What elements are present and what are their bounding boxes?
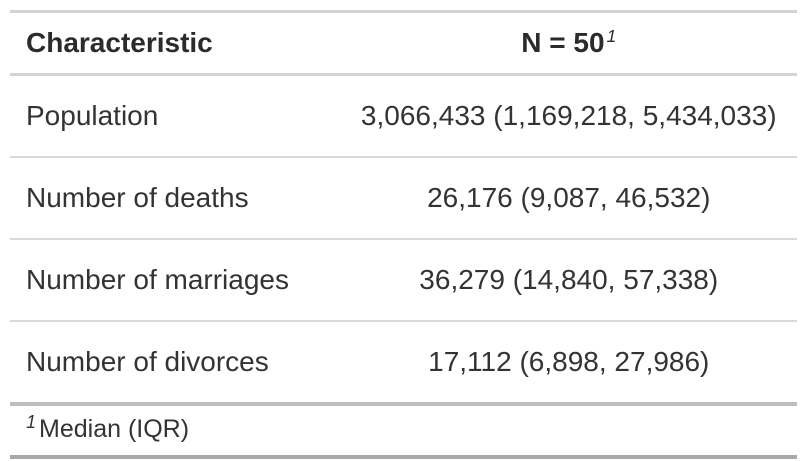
- table-row: Number of divorces 17,112 (6,898, 27,986…: [10, 320, 797, 405]
- header-footnote-mark: 1: [606, 25, 617, 46]
- stat-cell: 17,112 (6,898, 27,986): [340, 320, 797, 405]
- footnote-row: 1 Median (IQR): [10, 402, 797, 458]
- stat-cell: 26,176 (9,087, 46,532): [340, 156, 797, 240]
- stat-cell: 3,066,433 (1,169,218, 5,434,033): [360, 100, 777, 132]
- summary-statistics-table: Characteristic N = 50 1 Population 3,066,…: [10, 10, 797, 460]
- column-header-n-label: N = 50: [521, 27, 605, 58]
- table-footer: 1 Median (IQR): [10, 402, 797, 458]
- column-header-characteristic: Characteristic: [10, 11, 341, 77]
- table-row: Number of marriages 36,279 (14,840, 57,3…: [10, 238, 797, 322]
- characteristic-cell: Population: [26, 100, 159, 132]
- characteristic-cell: Number of deaths: [10, 156, 341, 240]
- table-header: Characteristic N = 50 1: [10, 11, 797, 77]
- characteristic-cell: Number of marriages: [10, 238, 341, 322]
- summary-table-page: Characteristic N = 50 1 Population 3,066,…: [0, 10, 807, 461]
- table-row: Number of deaths 26,176 (9,087, 46,532): [10, 156, 797, 240]
- footnote-text: Median (IQR): [39, 415, 190, 444]
- table-body: Population 3,066,433 (1,169,218, 5,434,0…: [10, 75, 797, 405]
- column-header-n: N = 50 1: [340, 11, 797, 77]
- header-row: Characteristic N = 50 1: [10, 11, 797, 77]
- stat-cell: 36,279 (14,840, 57,338): [340, 238, 797, 322]
- table-row: Population 3,066,433 (1,169,218, 5,434,0…: [10, 75, 797, 158]
- characteristic-cell: Number of divorces: [10, 320, 341, 405]
- footnote-cell: 1 Median (IQR): [10, 402, 797, 458]
- footnote-mark: 1: [26, 412, 37, 433]
